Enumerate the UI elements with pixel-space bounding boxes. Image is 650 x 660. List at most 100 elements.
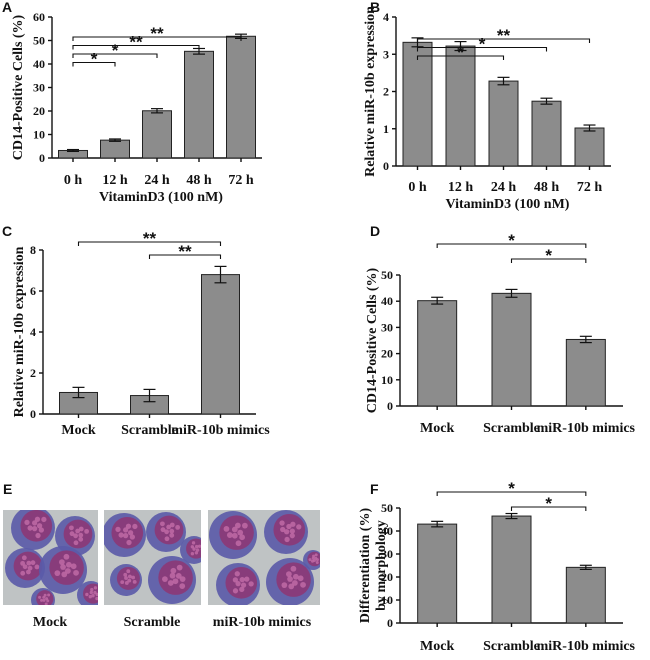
stained-cell — [216, 563, 260, 605]
y-tick-label: 10 — [381, 593, 393, 607]
bar-mock — [417, 523, 458, 624]
y-axis-label: Differentiation (%)by morphology — [358, 508, 389, 624]
x-tick-label: 12 h — [102, 173, 128, 188]
stained-cell — [110, 564, 142, 596]
x-tick-label: 0 h — [64, 173, 83, 188]
y-axis-label: CD14-Positive Cells (%) — [11, 14, 26, 160]
significance-bracket — [510, 258, 587, 263]
significance-label: * — [479, 35, 486, 54]
significance-bracket — [72, 61, 116, 67]
significance-label: * — [545, 246, 552, 265]
y-tick-label: 40 — [381, 294, 393, 308]
y-tick-label: 0 — [387, 399, 393, 413]
stained-cell — [180, 536, 201, 564]
stained-cell — [104, 513, 146, 557]
panel-b: B 0 1 2 3 4 0 h 12 h 24 h 48 h 72 h Relative miR-10… — [363, 0, 611, 212]
significance-bracket — [416, 55, 505, 60]
stained-cell — [39, 546, 87, 594]
y-tick-label: 10 — [33, 128, 45, 142]
y-tick-label: 6 — [30, 284, 36, 298]
x-axis-label: VitaminD3 (100 nM) — [446, 197, 570, 212]
y-tick-label: 30 — [381, 547, 393, 561]
bar-72-h — [574, 127, 605, 167]
significance-label: ** — [129, 33, 143, 52]
y-tick-label: 20 — [381, 347, 393, 361]
x-tick-label: miR-10b mimics — [537, 639, 636, 654]
significance-bracket — [416, 46, 548, 52]
y-tick-label: 40 — [381, 524, 393, 538]
x-tick-label: Scramble — [121, 423, 178, 438]
y-tick-label: 2 — [383, 85, 389, 99]
image-label-mir10b-mimics: miR-10b mimics — [213, 615, 312, 630]
y-axis-label: Relative miR-10b expression — [363, 6, 378, 177]
x-tick-label: 24 h — [144, 173, 170, 188]
stained-cell — [209, 511, 257, 559]
bar-24-h — [142, 110, 172, 159]
panel-a: A 0 10 20 30 40 50 60 0 h 12 h 24 h 48 h 72 h CD14-Po… — [2, 0, 262, 205]
significance-bracket — [72, 36, 242, 41]
x-tick-label: 24 h — [491, 180, 517, 195]
y-tick-label: 2 — [30, 366, 36, 380]
micrograph-mock — [3, 510, 98, 605]
bar-0-h — [402, 41, 433, 167]
x-axis-label: VitaminD3 (100 nM) — [99, 190, 223, 205]
panel-letter-a: A — [2, 0, 12, 15]
x-tick-label: miR-10b mimics — [171, 423, 270, 438]
bar-mir-10b-mimics — [565, 338, 606, 407]
x-tick-label: 48 h — [186, 173, 212, 188]
significance-bracket — [416, 38, 591, 43]
y-tick-label: 1 — [383, 122, 389, 136]
bar-mir-10b-mimics — [201, 274, 240, 415]
significance-label: ** — [497, 26, 511, 45]
stained-cell — [148, 556, 196, 604]
x-tick-label: miR-10b mimics — [537, 421, 636, 436]
micrograph-mir10b-mimics — [208, 510, 320, 605]
significance-label: * — [545, 494, 552, 513]
significance-bracket — [510, 506, 587, 511]
y-tick-label: 0 — [387, 616, 393, 630]
x-tick-label: Scramble — [483, 639, 540, 654]
stained-cell — [264, 510, 308, 554]
bar-48-h — [184, 50, 214, 159]
bar-48-h — [531, 100, 562, 167]
stained-cell — [55, 516, 95, 556]
significance-label: * — [112, 41, 119, 60]
x-tick-label: Scramble — [483, 421, 540, 436]
significance-label: ** — [143, 229, 157, 248]
stained-cell — [303, 550, 320, 570]
bar-12-h — [445, 45, 476, 167]
x-tick-label: Mock — [61, 423, 95, 438]
y-axis-label: CD14-Positive Cells (%) — [365, 267, 380, 413]
y-tick-label: 4 — [383, 10, 389, 24]
y-tick-label: 50 — [381, 268, 393, 282]
stained-cell — [31, 588, 55, 605]
significance-label: ** — [178, 242, 192, 261]
micrograph-scramble — [104, 510, 201, 605]
y-tick-label: 50 — [33, 34, 45, 48]
y-tick-label: 60 — [33, 10, 45, 24]
x-tick-label: 48 h — [534, 180, 560, 195]
bar-mock — [417, 300, 458, 407]
bar-mir-10b-mimics — [565, 566, 606, 624]
significance-bracket — [436, 491, 587, 496]
y-tick-label: 0 — [383, 159, 389, 173]
y-tick-label: 30 — [381, 320, 393, 334]
bar-12-h — [100, 139, 130, 159]
y-tick-label: 10 — [381, 373, 393, 387]
significance-label: * — [457, 43, 464, 62]
panel-letter-d: D — [370, 223, 380, 239]
significance-bracket — [72, 53, 158, 58]
y-tick-label: 8 — [30, 243, 36, 257]
y-axis-label-line: Differentiation (%) — [358, 508, 373, 624]
significance-bracket — [72, 44, 200, 50]
x-tick-label: Mock — [420, 421, 454, 436]
y-tick-label: 40 — [33, 57, 45, 71]
bar-24-h — [488, 80, 519, 167]
x-tick-label: 72 h — [228, 173, 254, 188]
y-axis-label: Relative miR-10b expression — [12, 246, 27, 417]
stained-cell — [5, 548, 45, 588]
stained-cell — [266, 558, 314, 605]
image-label-mock: Mock — [33, 615, 67, 630]
